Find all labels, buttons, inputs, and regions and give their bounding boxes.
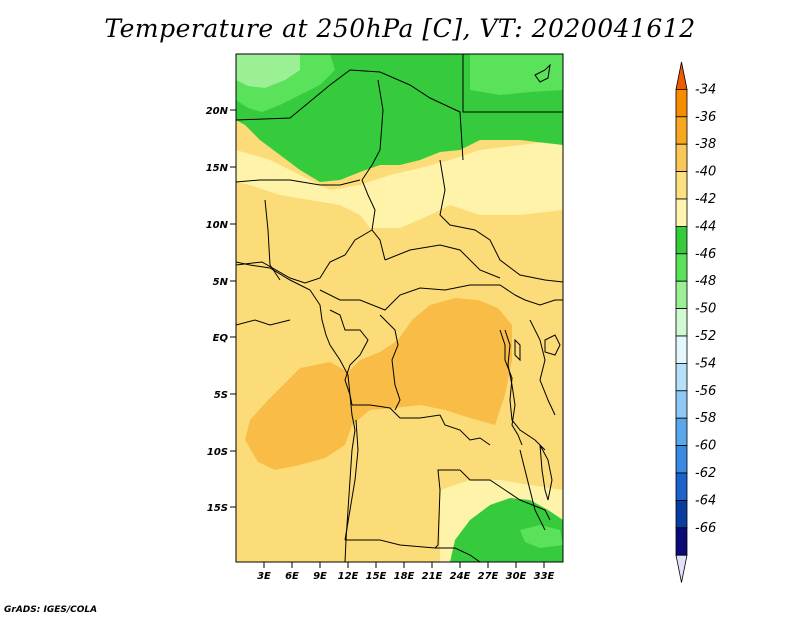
lon-label-27e: 27E [478, 571, 499, 582]
coast-red-sea [534, 63, 551, 83]
border-niger-nigeria [236, 179, 361, 186]
lon-label-3e: 3E [257, 571, 271, 582]
page-title: Temperature at 250hPa [C], VT: 202004161… [104, 14, 696, 43]
colorbar-label: -60 [695, 439, 716, 454]
border-zambia [459, 469, 551, 521]
lat-label-eq: EQ [213, 333, 229, 344]
coastlines [236, 63, 561, 562]
colorbar-label: -48 [695, 274, 716, 289]
colorbar-swatch [675, 143, 688, 172]
border-angola-zambia [345, 469, 460, 549]
field-green-48-50 [236, 54, 300, 88]
plot-frame [235, 53, 564, 563]
lon-label-18e: 18E [394, 571, 415, 582]
lon-label-15e: 15E [366, 571, 387, 582]
border-drc-angola [352, 404, 491, 446]
temperature-field [236, 54, 563, 562]
colorbar-swatch [675, 472, 688, 501]
colorbar-swatch [675, 417, 688, 447]
lon-axis: 3E 6E 9E 12E 15E 18E 21E 24E 27E 30E 33E [257, 562, 555, 582]
field-green-ne [470, 54, 563, 95]
colorbar-label: -58 [695, 411, 716, 426]
field-green-south [450, 498, 563, 562]
lon-label-30e: 30E [506, 571, 527, 582]
lat-label-5n: 5N [213, 277, 229, 288]
colorbar-swatch [675, 253, 688, 282]
colorbar-swatch [675, 445, 688, 474]
border-niger-chad [361, 79, 386, 261]
colorbar-swatch [675, 116, 688, 145]
colorbar-swatch [675, 554, 688, 583]
colorbar-swatch [675, 280, 688, 310]
colorbar-swatch [675, 499, 688, 529]
colorbar-swatch [675, 390, 688, 419]
border-lakes [499, 329, 546, 451]
field-cool-42-44 [236, 140, 563, 228]
lake-kivu [514, 338, 521, 362]
colorbar-label: -44 [695, 219, 716, 234]
border-uganda [514, 294, 563, 306]
border-eq-guinea [236, 319, 291, 326]
colorbar-label: -34 [695, 82, 716, 97]
lon-label-9e: 9E [313, 571, 327, 582]
colorbar-swatch [675, 171, 688, 200]
border-car-south [319, 284, 516, 311]
border-malawi [519, 449, 546, 531]
field-warm-38-40 [245, 298, 512, 470]
field-patch [252, 300, 380, 330]
colorbar-label: -56 [695, 384, 716, 399]
colorbar-label: -38 [695, 137, 716, 152]
country-borders [236, 54, 563, 562]
colorbar-label: -62 [695, 466, 716, 481]
lon-label-12e: 12E [338, 571, 359, 582]
colorbar-swatch [675, 225, 688, 255]
colorbar-swatch [675, 335, 688, 364]
lat-label-10s: 10S [207, 447, 228, 458]
colorbar-swatch [675, 308, 688, 337]
colorbar-label: -42 [695, 192, 716, 207]
colorbar-swatch [675, 362, 688, 392]
border-nigeria-cameroon [236, 229, 373, 284]
colorbar-swatch [675, 89, 688, 118]
border-car-north [384, 244, 501, 279]
coast-west [236, 261, 356, 562]
border-congo-gabon [329, 309, 369, 406]
border-libya-chad [236, 69, 464, 161]
lon-label-24e: 24E [450, 571, 471, 582]
colorbar: -34 -36 -38 -40 -42 -44 -46 -48 -50 -52 -54 -56 -58 -… [675, 61, 716, 583]
border-angola-west [344, 419, 359, 541]
colorbar-swatch [675, 61, 688, 90]
colorbar-label: -50 [695, 302, 716, 317]
colorbar-label: -66 [695, 521, 716, 536]
colorbar-label: -46 [695, 247, 716, 262]
border-tanzania [529, 319, 556, 416]
colorbar-label: -64 [695, 493, 716, 508]
lat-label-20n: 20N [206, 106, 229, 117]
colorbar-label: -52 [695, 329, 716, 344]
lake-malawi [539, 444, 553, 501]
colorbar-swatch [675, 527, 688, 556]
border-benin [264, 199, 281, 281]
lat-axis: 20N 15N 10N 5N EQ 5S 10S 15S [206, 106, 236, 514]
border-egypt-sudan [462, 54, 563, 113]
lon-label-21e: 21E [422, 571, 443, 582]
lat-label-15n: 15N [206, 163, 229, 174]
lake-victoria [544, 334, 561, 356]
border-congo-drc [379, 314, 401, 411]
field-green-south-2 [520, 525, 563, 548]
lake-tanganyika [504, 329, 523, 446]
lat-label-5s: 5S [214, 390, 228, 401]
border-sudan-south [439, 159, 563, 283]
colorbar-label: -40 [695, 165, 716, 180]
colorbar-label: -54 [695, 356, 716, 371]
lon-label-33e: 33E [534, 571, 555, 582]
colorbar-swatch [675, 198, 688, 227]
credit-label: GrADS: IGES/COLA [4, 605, 98, 615]
lat-label-15s: 15S [207, 503, 228, 514]
lon-label-6e: 6E [285, 571, 299, 582]
colorbar-label: -36 [695, 110, 716, 125]
border-namibia [435, 547, 481, 562]
lat-label-10n: 10N [206, 220, 229, 231]
